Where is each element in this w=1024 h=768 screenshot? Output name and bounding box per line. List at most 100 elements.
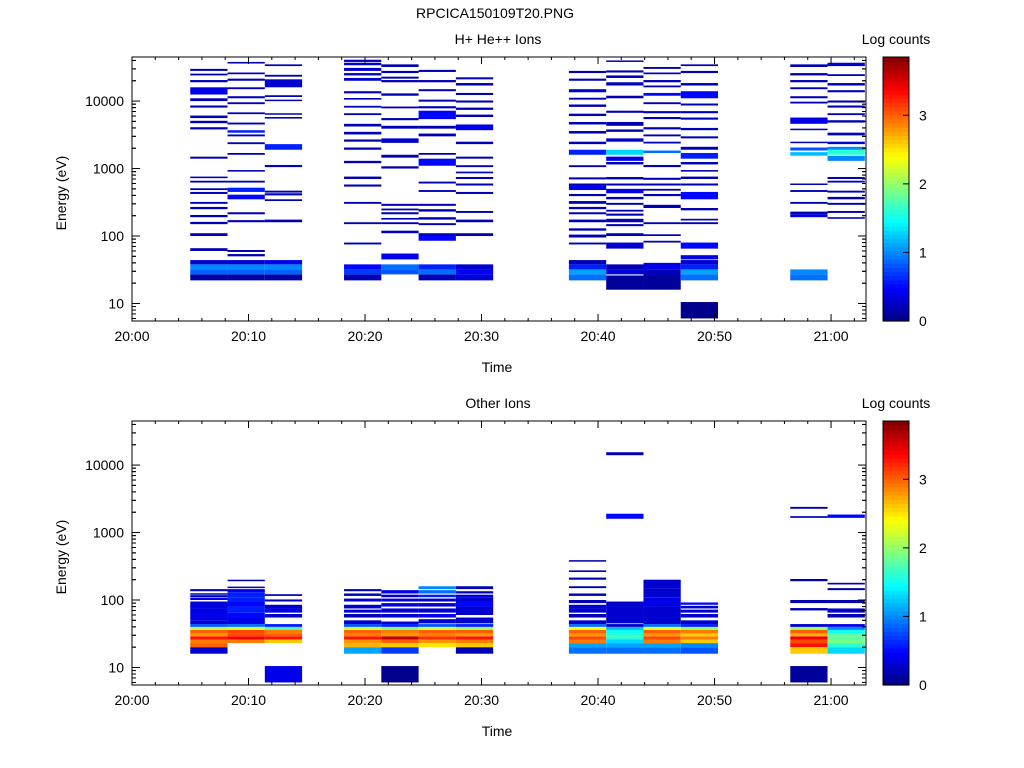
heatmap-cell — [381, 647, 419, 654]
heatmap-cell — [790, 647, 828, 654]
heatmap-cell — [455, 606, 494, 615]
heatmap-cell — [344, 222, 382, 225]
colorbar-segment — [883, 672, 909, 678]
heatmap-cell — [418, 69, 456, 72]
heatmap-cell — [827, 83, 865, 86]
heatmap-cell — [344, 274, 382, 281]
colorbar-segment — [883, 180, 909, 186]
heatmap-cell — [455, 591, 494, 594]
heatmap-cell — [606, 70, 644, 73]
heatmap-cell — [790, 201, 828, 204]
y-tick-label: 10 — [108, 659, 124, 675]
heatmap-cell — [455, 233, 494, 237]
heatmap-cell — [643, 127, 681, 130]
y-tick-label: 10 — [108, 295, 124, 311]
heatmap-cell — [827, 647, 865, 654]
heatmap-cell — [190, 73, 228, 76]
heatmap-cell — [643, 66, 681, 69]
heatmap-cell — [643, 240, 681, 243]
colorbar-segment — [883, 474, 909, 480]
heatmap-cell — [568, 608, 607, 613]
colorbar-segment — [883, 143, 909, 149]
heatmap-cell — [381, 603, 419, 607]
heatmap-cell — [381, 217, 419, 220]
heatmap-cell — [227, 260, 265, 265]
colorbar-tick-label: 0 — [919, 313, 927, 329]
heatmap-cell — [827, 90, 865, 93]
heatmap-cell — [190, 180, 228, 183]
heatmap-cell — [418, 264, 456, 270]
heatmap-cell — [827, 210, 865, 213]
heatmap-cell — [190, 597, 228, 601]
colorbar-segment — [883, 279, 909, 285]
heatmap-cell — [344, 264, 382, 270]
colorbar-segment — [883, 151, 909, 157]
heatmap-cell — [455, 633, 494, 637]
colorbar-segment — [883, 668, 909, 674]
heatmap-cell — [680, 127, 719, 131]
heatmap-cell — [227, 96, 265, 99]
heatmap-cell — [568, 212, 607, 215]
heatmap-cell — [418, 106, 456, 109]
heatmap-cell — [264, 274, 303, 281]
heatmap-cell — [790, 87, 828, 90]
heatmap-cell — [680, 643, 719, 648]
heatmap-cell — [827, 180, 865, 183]
heatmap-cell — [606, 121, 644, 126]
heatmap-cell — [568, 624, 607, 627]
heatmap-cell — [643, 647, 681, 654]
heatmap-cell — [381, 626, 419, 630]
colorbar-segment — [883, 586, 909, 591]
heatmap-cell — [568, 604, 607, 609]
heatmap-cell — [643, 636, 681, 640]
colorbar-segment — [883, 454, 909, 459]
heatmap-cell — [455, 92, 494, 96]
heatmap-cell — [190, 624, 228, 627]
heatmap-cell — [568, 274, 607, 281]
heatmap-cell — [418, 80, 456, 83]
heatmap-cell — [264, 144, 303, 150]
heatmap-cell — [264, 614, 303, 618]
heatmap-cell — [790, 141, 828, 144]
heatmap-cell — [568, 643, 607, 648]
heatmap-cell — [418, 217, 456, 220]
heatmap-cell — [418, 236, 456, 241]
heatmap-cell — [680, 633, 719, 637]
heatmap-cell — [680, 111, 719, 114]
colorbar-segment — [883, 288, 909, 293]
heatmap-cell — [827, 636, 865, 640]
heatmap-cell — [680, 83, 719, 86]
heatmap-cell — [418, 158, 456, 166]
heatmap-cell — [790, 636, 828, 640]
heatmap-cell — [643, 639, 681, 644]
heatmap-cell — [606, 242, 644, 249]
heatmap-cell — [455, 191, 494, 194]
heatmap-cell — [344, 639, 382, 644]
colorbar-segment — [883, 458, 909, 463]
heatmap-cell — [227, 601, 265, 607]
heatmap-cell — [606, 513, 644, 519]
heatmap-cell — [643, 111, 681, 114]
heatmap-cell — [827, 582, 865, 585]
heatmap-cell — [606, 269, 644, 275]
heatmap-cell — [643, 177, 681, 180]
heatmap-cell — [606, 202, 644, 205]
heatmap-cell — [190, 264, 228, 270]
heatmap-cell — [418, 626, 456, 630]
colorbar-segment — [883, 524, 909, 529]
heatmap-cell — [264, 113, 303, 115]
heatmap-cell — [680, 152, 719, 159]
heatmap-cell — [344, 629, 382, 634]
heatmap-cell — [418, 152, 456, 155]
heatmap-cell — [190, 188, 228, 191]
heatmap-cell — [264, 219, 303, 223]
heatmap-cell — [227, 269, 265, 275]
heatmap-cell — [455, 617, 494, 624]
colorbar-segment — [883, 548, 909, 554]
heatmap-cell — [680, 208, 719, 211]
heatmap-cell — [264, 74, 303, 77]
heatmap-cell — [381, 76, 419, 79]
y-tick-label: 10000 — [85, 93, 124, 109]
heatmap-cell — [827, 190, 865, 193]
